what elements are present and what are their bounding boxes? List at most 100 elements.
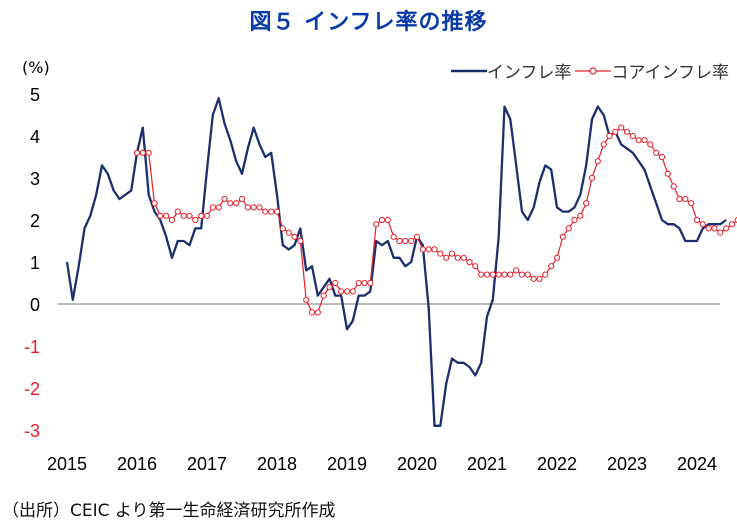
core-data-point <box>209 204 216 211</box>
core-data-point <box>343 288 351 295</box>
core-data-point <box>192 216 199 224</box>
core-data-point <box>606 132 613 140</box>
core-data-point <box>553 254 561 261</box>
core-data-point <box>250 204 257 211</box>
core-data-point <box>647 141 654 148</box>
core-data-point <box>728 221 736 228</box>
core-data-point <box>588 174 596 182</box>
y-tick-label: 0 <box>30 295 40 315</box>
core-data-point <box>454 254 461 261</box>
x-tick-label: 2019 <box>327 454 367 474</box>
core-data-point <box>157 212 164 219</box>
x-tick-label: 2015 <box>47 454 87 474</box>
core-data-point <box>577 212 584 219</box>
core-data-point <box>384 216 391 224</box>
core-data-point <box>378 216 386 224</box>
core-data-point <box>367 279 374 287</box>
core-data-point <box>565 225 572 232</box>
core-data-point <box>548 263 555 270</box>
core-data-point <box>349 288 356 295</box>
core-data-point <box>472 263 479 270</box>
core-data-point <box>408 237 415 245</box>
core-data-point <box>163 212 170 219</box>
legend-item-inflation: インフレ率 <box>450 58 572 83</box>
core-data-point <box>221 195 228 203</box>
y-tick-label: -1 <box>24 337 40 357</box>
core-data-point <box>524 271 531 278</box>
core-data-point <box>203 212 211 219</box>
x-tick-label: 2020 <box>397 454 437 474</box>
y-tick-label: 5 <box>30 85 40 105</box>
core-data-point <box>688 200 695 207</box>
core-data-point <box>559 233 566 240</box>
core-data-point <box>653 149 660 156</box>
y-tick-label: 2 <box>30 211 40 231</box>
core-data-point <box>273 208 281 215</box>
core-data-point <box>238 195 246 203</box>
core-data-point <box>402 237 409 245</box>
core-data-point <box>483 271 491 278</box>
legend-label-core: コアインフレ率 <box>611 63 729 83</box>
core-data-point <box>513 267 520 274</box>
x-tick-label: 2022 <box>537 454 577 474</box>
core-data-point <box>139 149 146 156</box>
core-data-point <box>594 158 601 165</box>
core-data-point <box>618 124 625 131</box>
core-data-point <box>215 204 222 211</box>
legend-label-inflation: インフレ率 <box>486 63 572 83</box>
core-data-point <box>448 250 456 257</box>
core-data-point <box>227 200 234 207</box>
core-data-point <box>198 212 205 219</box>
core-data-point <box>373 221 380 228</box>
legend-item-core: コアインフレ率 <box>575 58 729 83</box>
core-data-point <box>291 233 298 240</box>
core-data-point <box>332 279 339 287</box>
series-line-core <box>137 126 737 313</box>
core-data-point <box>676 195 683 203</box>
core-data-point <box>133 149 141 156</box>
core-data-point <box>571 216 578 224</box>
core-data-point <box>629 132 636 140</box>
legend-line-icon <box>450 69 487 72</box>
core-data-point <box>396 237 403 245</box>
core-data-point <box>425 246 432 253</box>
core-data-point <box>338 288 345 295</box>
y-tick-label: 1 <box>30 253 40 273</box>
core-data-point <box>489 271 496 278</box>
core-data-point <box>711 225 718 232</box>
core-data-point <box>314 309 321 316</box>
core-data-point <box>530 275 537 282</box>
core-data-point <box>390 233 397 240</box>
core-data-point <box>705 225 712 232</box>
core-data-point <box>693 216 701 224</box>
core-data-point <box>145 149 152 156</box>
core-data-point <box>501 271 508 278</box>
core-data-point <box>431 246 438 253</box>
core-data-point <box>635 137 642 144</box>
series-line-inflation <box>65 97 727 427</box>
chart-title: 図５ インフレ率の推移 <box>249 10 488 35</box>
core-data-point <box>437 250 444 257</box>
core-data-point <box>536 275 543 282</box>
core-data-point <box>279 225 286 232</box>
core-data-point <box>151 200 158 207</box>
core-data-point <box>478 271 485 278</box>
x-tick-label: 2016 <box>117 454 157 474</box>
core-data-point <box>413 233 421 240</box>
core-data-point <box>186 212 193 219</box>
core-data-point <box>285 229 292 236</box>
core-data-point <box>174 208 181 215</box>
core-data-point <box>600 141 607 148</box>
core-data-point <box>244 204 251 211</box>
core-data-point <box>583 200 590 207</box>
core-data-point <box>233 200 240 207</box>
legend-line-marker-icon <box>575 66 612 75</box>
core-data-point <box>507 271 514 278</box>
core-data-point <box>699 221 706 228</box>
core-data-point <box>303 296 310 303</box>
core-data-point <box>495 271 502 278</box>
legend: インフレ率 コアインフレ率 <box>447 58 729 83</box>
x-tick-label: 2018 <box>257 454 297 474</box>
core-data-point <box>682 195 689 203</box>
